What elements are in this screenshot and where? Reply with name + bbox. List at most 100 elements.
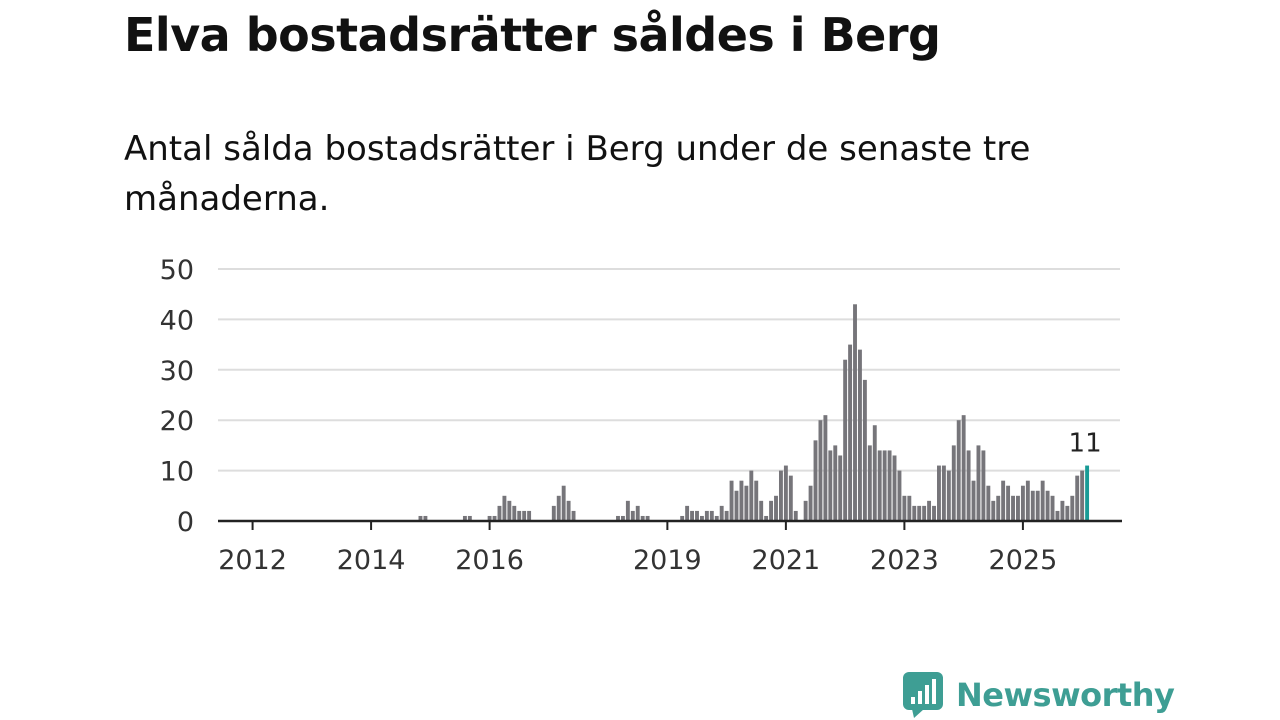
bar (838, 455, 843, 521)
bar (887, 450, 892, 521)
bar (769, 500, 774, 521)
bar (996, 495, 1001, 521)
bar (1035, 490, 1040, 521)
bar (492, 515, 497, 521)
x-tick-label: 2025 (989, 545, 1058, 576)
y-tick-label: 50 (160, 255, 194, 286)
newsworthy-logo-icon (903, 672, 943, 718)
bar (813, 440, 818, 521)
bar (512, 505, 517, 521)
bar (818, 420, 823, 521)
bar-latest (1085, 465, 1090, 521)
bar (739, 480, 744, 521)
bar (808, 485, 813, 521)
bar (1080, 470, 1085, 521)
bar (1075, 475, 1080, 521)
bar (630, 510, 635, 521)
bar (1045, 490, 1050, 521)
y-tick-label: 20 (160, 406, 194, 437)
gridlines (218, 268, 1120, 472)
bar (853, 304, 857, 521)
bar (1040, 480, 1045, 521)
bar (616, 515, 620, 521)
bar (902, 495, 907, 521)
bar (848, 344, 853, 521)
bar (1025, 480, 1030, 521)
bar (858, 349, 862, 521)
bar (418, 515, 423, 521)
annotations: 11 (1069, 429, 1102, 459)
brand-name: Newsworthy (956, 676, 1175, 714)
bar (783, 465, 788, 521)
bar (699, 515, 704, 521)
bar (719, 505, 724, 521)
bar (774, 495, 778, 521)
bar (497, 505, 502, 521)
bar (487, 515, 492, 521)
x-tick-label: 2014 (337, 545, 406, 576)
bar (912, 505, 917, 521)
bar (951, 445, 956, 521)
bar (897, 470, 902, 521)
bar (764, 515, 769, 521)
bar (744, 485, 749, 521)
bar (927, 500, 932, 521)
bar (527, 510, 532, 521)
bar (522, 510, 527, 521)
bar (695, 510, 699, 521)
bar (981, 450, 986, 521)
bar (1011, 495, 1015, 521)
bar (635, 505, 640, 521)
latest-value-label: 11 (1069, 429, 1102, 459)
bar (507, 500, 512, 521)
bar (922, 505, 927, 521)
bar (729, 480, 734, 521)
bar (517, 510, 522, 521)
bar (941, 465, 946, 521)
bar (462, 515, 467, 521)
bar (1020, 485, 1025, 521)
bar (1030, 490, 1035, 521)
x-tick-label: 2016 (455, 545, 524, 576)
bar (843, 359, 848, 521)
bar (1060, 500, 1065, 521)
bar (907, 495, 912, 521)
bar (714, 515, 719, 521)
bar (754, 480, 759, 521)
bar (1065, 505, 1070, 521)
bar (976, 445, 981, 521)
bar (828, 450, 833, 521)
x-tick-label: 2023 (870, 545, 939, 576)
bar (566, 500, 571, 521)
bar (1016, 495, 1020, 521)
bar (1070, 495, 1075, 521)
x-tick-label: 2012 (218, 545, 287, 576)
bar (882, 450, 887, 521)
bar (704, 510, 709, 521)
bar (709, 510, 714, 521)
bars (418, 304, 1090, 521)
bar (625, 500, 630, 521)
bar (724, 510, 729, 521)
bar (917, 505, 922, 521)
chart-subtitle: Antal sålda bostadsrätter i Berg under d… (124, 129, 1031, 219)
bar (1001, 480, 1006, 521)
bar (1050, 495, 1055, 521)
bar (759, 500, 764, 521)
chart-title: Elva bostadsrätter såldes i Berg (124, 8, 941, 62)
brand-logo: Newsworthy (902, 670, 1175, 720)
bar (937, 465, 941, 521)
bar (867, 445, 872, 521)
bar (645, 515, 650, 521)
y-tick-label: 0 (177, 507, 194, 538)
bar (749, 470, 754, 521)
bar (690, 510, 695, 521)
bar (793, 510, 798, 521)
y-tick-label: 40 (160, 305, 194, 336)
bar-chart: 0 10 20 30 40 50 2012 2014 2016 2019 2021 2023 2025… (160, 255, 1122, 576)
bar (892, 455, 897, 521)
bar (680, 515, 685, 521)
x-tick-label: 2019 (633, 545, 702, 576)
bar (734, 490, 739, 521)
bar (823, 415, 828, 521)
